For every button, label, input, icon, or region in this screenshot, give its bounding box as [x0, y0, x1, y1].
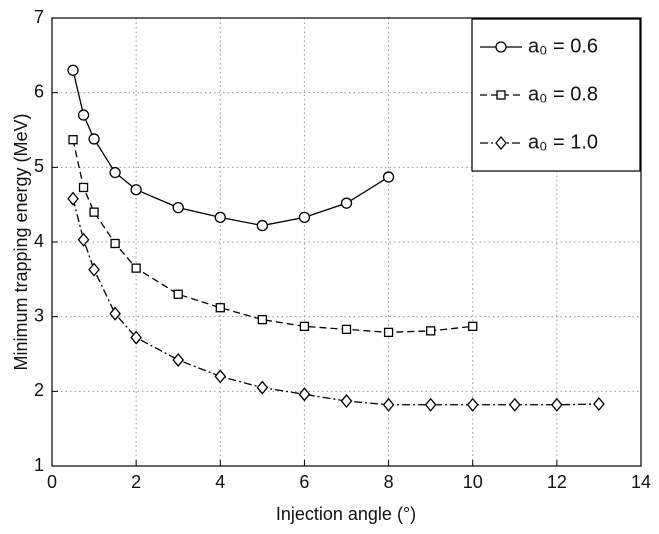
marker	[593, 397, 605, 412]
x-axis-label: Injection angle (°)	[276, 504, 416, 524]
x-tick-label: 6	[299, 472, 309, 492]
marker	[214, 369, 227, 384]
marker	[298, 211, 311, 224]
marker	[88, 262, 100, 277]
marker	[67, 64, 79, 76]
marker	[172, 352, 185, 367]
y-tick-label: 4	[34, 231, 44, 251]
marker	[89, 207, 99, 217]
marker	[495, 41, 507, 53]
legend-label: a₀ = 1.0	[528, 131, 598, 153]
y-tick-label: 6	[34, 81, 44, 101]
y-tick-label: 1	[34, 455, 44, 475]
marker	[468, 321, 478, 332]
marker	[109, 306, 121, 321]
y-tick-label: 5	[34, 156, 44, 176]
series-line	[72, 139, 473, 333]
marker	[130, 184, 142, 196]
marker	[508, 397, 521, 412]
marker	[88, 133, 100, 145]
x-tick-label: 4	[215, 472, 225, 492]
marker	[172, 202, 184, 214]
y-axis-label: Minimum trapping energy (MeV)	[11, 113, 31, 370]
marker	[109, 166, 121, 179]
marker	[424, 397, 437, 412]
marker	[67, 191, 79, 206]
plot-frame	[51, 17, 642, 467]
x-tick-label: 8	[384, 472, 394, 492]
marker	[173, 289, 183, 299]
marker	[425, 326, 436, 336]
x-tick-label: 10	[463, 472, 483, 492]
marker	[299, 321, 310, 332]
marker	[257, 315, 268, 325]
marker	[340, 394, 353, 409]
x-tick-label: 0	[47, 472, 57, 492]
marker	[77, 232, 90, 247]
marker	[341, 324, 352, 335]
marker	[214, 211, 226, 224]
marker	[78, 182, 89, 193]
marker	[382, 397, 395, 412]
marker	[215, 303, 225, 313]
marker	[256, 219, 269, 232]
x-tick-label: 2	[131, 472, 141, 492]
marker	[298, 387, 311, 402]
marker	[496, 90, 506, 100]
x-tick-label: 12	[547, 472, 567, 492]
series-line	[72, 198, 599, 406]
y-tick-label: 3	[34, 305, 44, 325]
marker	[130, 330, 142, 345]
marker	[466, 397, 479, 412]
marker	[340, 197, 353, 209]
marker	[256, 380, 269, 395]
marker	[495, 135, 507, 151]
marker	[110, 238, 120, 249]
legend-label: a₀ = 0.6	[528, 35, 598, 57]
marker	[68, 135, 78, 145]
marker	[131, 263, 141, 273]
marker	[77, 109, 90, 121]
y-tick-label: 2	[34, 380, 44, 400]
x-tick-label: 14	[631, 472, 651, 492]
marker	[383, 327, 394, 337]
legend-label: a₀ = 0.8	[528, 83, 598, 105]
marker	[382, 171, 395, 183]
y-tick-label: 7	[34, 7, 44, 27]
marker	[551, 397, 563, 412]
